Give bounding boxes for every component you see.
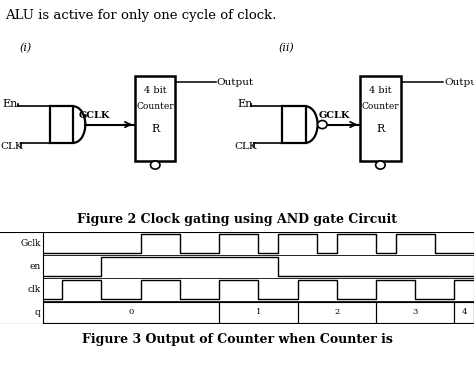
- Text: CLK: CLK: [235, 142, 257, 151]
- Text: (ii): (ii): [279, 42, 295, 53]
- Circle shape: [318, 121, 327, 129]
- Text: 0: 0: [128, 308, 134, 316]
- Circle shape: [375, 161, 385, 169]
- Text: ALU is active for only one cycle of clock.: ALU is active for only one cycle of cloc…: [5, 9, 276, 22]
- Text: 4 bit: 4 bit: [369, 86, 392, 95]
- Text: (i): (i): [20, 42, 32, 53]
- Text: En: En: [237, 99, 252, 109]
- Text: Output: Output: [217, 78, 254, 86]
- Text: Gclk: Gclk: [20, 239, 40, 248]
- Text: En: En: [2, 99, 18, 109]
- Text: 4 bit: 4 bit: [144, 86, 166, 95]
- Text: clk: clk: [27, 285, 40, 294]
- Text: Output: Output: [444, 78, 474, 86]
- Text: R: R: [376, 124, 384, 134]
- Circle shape: [151, 161, 160, 169]
- Text: Counter: Counter: [137, 102, 174, 111]
- Bar: [282, 106, 306, 143]
- Bar: [50, 106, 73, 143]
- Text: Counter: Counter: [362, 102, 399, 111]
- Text: Figure 3 Output of Counter when Counter is: Figure 3 Output of Counter when Counter …: [82, 333, 392, 346]
- Text: GCLK: GCLK: [79, 111, 110, 120]
- Text: en: en: [29, 262, 40, 271]
- Text: 3: 3: [412, 308, 418, 316]
- Text: 1: 1: [255, 308, 261, 316]
- Text: R: R: [151, 124, 159, 134]
- Text: 2: 2: [334, 308, 339, 316]
- Bar: [135, 76, 175, 161]
- Text: CLK: CLK: [0, 142, 23, 151]
- Bar: [360, 76, 401, 161]
- Text: q: q: [35, 308, 40, 317]
- Text: GCLK: GCLK: [319, 111, 350, 120]
- Text: 4: 4: [462, 308, 467, 316]
- Text: Figure 2 Clock gating using AND gate Circuit: Figure 2 Clock gating using AND gate Cir…: [77, 213, 397, 226]
